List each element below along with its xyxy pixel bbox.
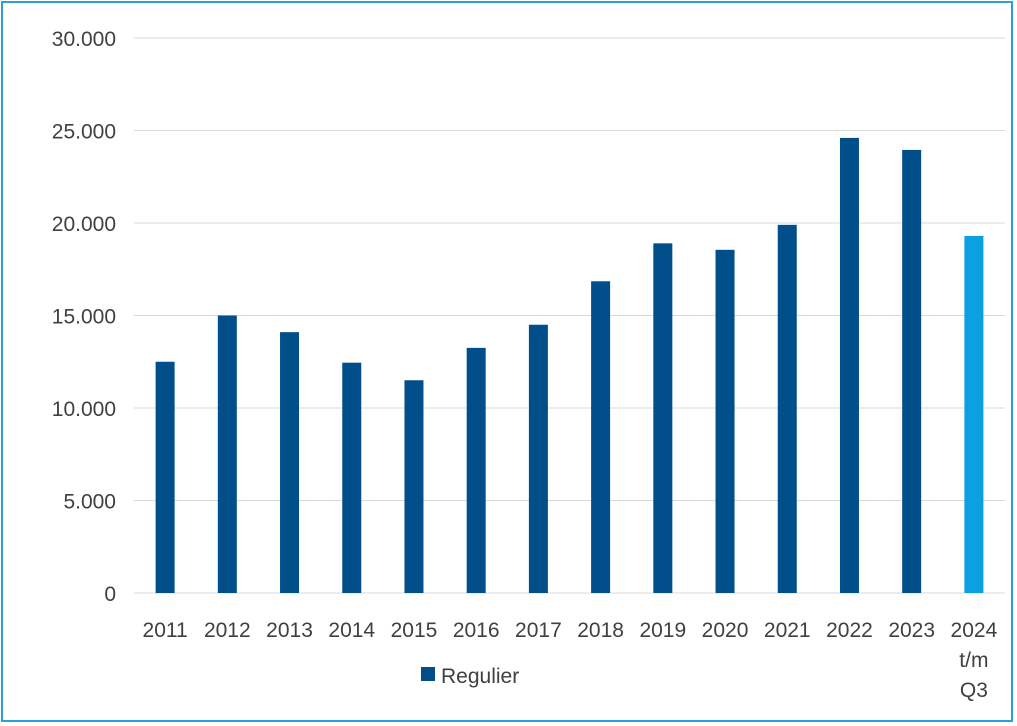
x-tick-label: 2020 bbox=[702, 619, 749, 642]
x-tick-label: 2014 bbox=[328, 619, 375, 642]
bar bbox=[777, 224, 797, 593]
x-tick-label: 2022 bbox=[826, 619, 873, 642]
legend-swatch-regulier bbox=[421, 667, 435, 681]
gridlines bbox=[134, 37, 1005, 594]
bar bbox=[280, 332, 300, 593]
y-axis-tick-labels: 0 5.000 10.000 15.000 20.000 25.000 30.000 bbox=[52, 28, 116, 606]
bar bbox=[404, 380, 424, 593]
y-tick-label: 0 bbox=[104, 583, 116, 606]
y-tick-label: 30.000 bbox=[52, 28, 116, 51]
bar bbox=[902, 149, 922, 594]
y-tick-label: 5.000 bbox=[63, 491, 116, 514]
x-tick-label: 2023 bbox=[888, 619, 935, 642]
x-tick-label: 2016 bbox=[453, 619, 500, 642]
bar bbox=[591, 281, 611, 593]
legend: Regulier bbox=[421, 665, 519, 688]
x-tick-label: 2012 bbox=[204, 619, 251, 642]
bar bbox=[715, 249, 735, 593]
x-axis-tick-labels: 2011 2012 2013 2014 2015 2016 2017 2018 2019 2020… bbox=[143, 619, 998, 702]
x-tick-label: 2019 bbox=[639, 619, 686, 642]
x-tick-label: 2017 bbox=[515, 619, 562, 642]
y-tick-label: 15.000 bbox=[52, 306, 116, 329]
y-tick-label: 20.000 bbox=[52, 213, 116, 236]
legend-label-regulier: Regulier bbox=[441, 665, 519, 688]
bar bbox=[466, 347, 486, 593]
y-tick-label: 25.000 bbox=[52, 121, 116, 144]
bar bbox=[839, 137, 859, 593]
bar bbox=[964, 235, 984, 593]
x-tick-label: 2024 t/m Q3 bbox=[951, 619, 998, 702]
x-tick-label: 2015 bbox=[391, 619, 438, 642]
bar bbox=[342, 362, 362, 593]
y-tick-label: 10.000 bbox=[52, 398, 116, 421]
bar-chart: 0 5.000 10.000 15.000 20.000 25.000 30.000 201… bbox=[52, 28, 1005, 702]
bar bbox=[155, 361, 175, 593]
x-tick-label: 2013 bbox=[266, 619, 313, 642]
bar bbox=[528, 324, 548, 593]
x-tick-label: 2018 bbox=[577, 619, 624, 642]
bars bbox=[155, 137, 984, 594]
x-tick-label: 2021 bbox=[764, 619, 811, 642]
bar bbox=[217, 315, 237, 593]
x-tick-label: 2011 bbox=[143, 619, 188, 642]
bar bbox=[653, 243, 673, 593]
